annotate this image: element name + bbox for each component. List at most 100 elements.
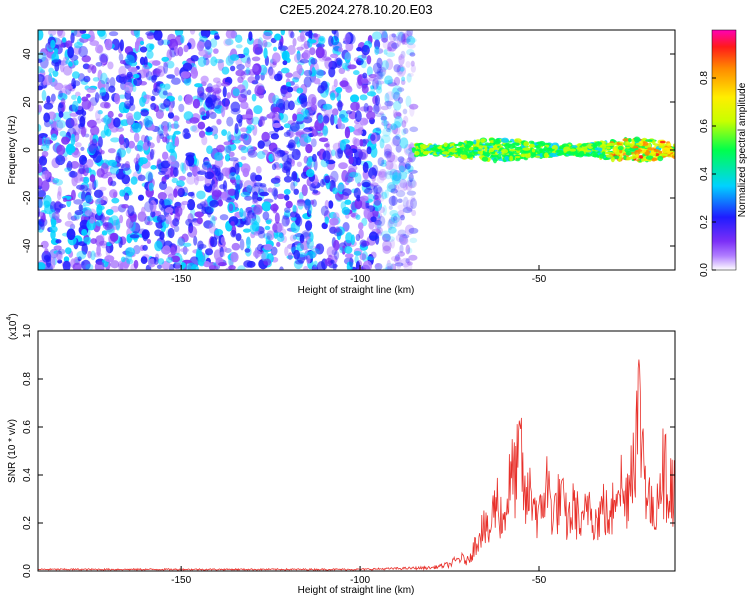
x-tick-label: -100 xyxy=(350,575,370,586)
heatmap-cell xyxy=(62,111,72,120)
heatmap-cell xyxy=(213,48,219,54)
heatmap-signal-cell xyxy=(612,149,617,153)
heatmap-cell xyxy=(370,216,377,223)
heatmap-cell xyxy=(86,93,91,98)
heatmap-cell xyxy=(179,247,190,253)
heatmap-cell xyxy=(224,154,231,162)
heatmap-cell xyxy=(135,153,141,164)
heatmap-cell xyxy=(52,70,59,77)
heatmap-cell xyxy=(162,198,173,206)
heatmap-cell xyxy=(56,144,66,156)
heatmap-cell xyxy=(123,81,134,94)
heatmap-cell xyxy=(391,87,400,100)
heatmap-cell xyxy=(324,143,330,148)
heatmap-cell xyxy=(330,259,335,264)
heatmap-signal-cell xyxy=(633,136,641,143)
heatmap-cell xyxy=(173,45,179,53)
heatmap-cell xyxy=(225,30,236,39)
heatmap-cell xyxy=(57,93,68,101)
heatmap-cell xyxy=(252,250,262,258)
heatmap-cell xyxy=(71,94,77,100)
heatmap-cell xyxy=(339,139,347,151)
y-tick-label: 0 xyxy=(22,147,33,153)
spectrogram-y-ticks: 40 20 0 -20 -40 xyxy=(22,48,675,253)
heatmap-cell xyxy=(189,117,200,124)
heatmap-cell xyxy=(108,31,119,37)
heatmap-cell xyxy=(386,46,392,52)
heatmap-cell xyxy=(305,143,313,154)
heatmap-cell xyxy=(56,120,66,129)
heatmap-cell xyxy=(393,125,401,136)
heatmap-cell xyxy=(378,194,385,203)
heatmap-cell xyxy=(71,71,80,79)
heatmap-cell xyxy=(83,236,91,244)
heatmap-cell xyxy=(41,170,51,180)
heatmap-cell xyxy=(391,140,400,147)
heatmap-cell xyxy=(376,86,383,94)
heatmap-cell xyxy=(344,253,354,259)
heatmap-cell xyxy=(115,218,121,231)
heatmap-cell xyxy=(377,231,383,236)
heatmap-cell xyxy=(69,54,79,61)
heatmap-signal-cell xyxy=(496,151,503,154)
heatmap-cell xyxy=(344,126,351,139)
heatmap-cell xyxy=(97,30,106,37)
heatmap-cell xyxy=(255,165,262,174)
heatmap-cell xyxy=(93,189,104,199)
heatmap-cell xyxy=(393,35,399,42)
heatmap-cell xyxy=(146,221,153,226)
heatmap-cell xyxy=(350,201,358,211)
heatmap-cell xyxy=(56,30,64,37)
heatmap-cell xyxy=(225,98,230,110)
heatmap-cell xyxy=(312,33,318,38)
heatmap-signal-cell xyxy=(414,150,420,156)
heatmap-signal-cell xyxy=(616,141,620,145)
heatmap-cell xyxy=(92,77,100,82)
heatmap-cell xyxy=(206,205,212,218)
heatmap-cell xyxy=(68,170,78,178)
heatmap-cell xyxy=(330,114,335,126)
heatmap-cell xyxy=(152,68,163,74)
heatmap-cell xyxy=(355,233,361,242)
heatmap-cell xyxy=(206,92,213,105)
heatmap-cell xyxy=(221,167,231,177)
heatmap-cell xyxy=(70,189,76,201)
heatmap-signal-cell xyxy=(530,155,534,159)
heatmap-cell xyxy=(205,127,214,133)
heatmap-cell xyxy=(201,115,208,120)
heatmap-cell xyxy=(272,122,282,128)
heatmap-cell xyxy=(80,126,87,138)
heatmap-cell xyxy=(146,50,154,59)
heatmap-cell xyxy=(230,108,241,115)
heatmap-cell xyxy=(137,194,145,201)
heatmap-cell xyxy=(386,151,396,163)
heatmap-cell xyxy=(196,41,205,52)
heatmap-cell xyxy=(226,131,232,142)
heatmap-cell xyxy=(291,148,301,161)
heatmap-cell xyxy=(151,60,161,66)
spectrogram-x-ticks: -150 -100 -50 xyxy=(171,265,547,285)
heatmap-cell xyxy=(388,216,396,225)
heatmap-cell xyxy=(173,185,184,197)
heatmap-signal-cell xyxy=(443,142,448,148)
heatmap-cell xyxy=(219,246,224,258)
heatmap-cell xyxy=(344,246,353,254)
heatmap-cell xyxy=(357,222,364,230)
heatmap-cell xyxy=(382,205,387,216)
heatmap-cell xyxy=(241,210,247,222)
heatmap-cell xyxy=(155,163,164,170)
snr-y-multiplier: (x104) xyxy=(6,313,19,340)
heatmap-cell xyxy=(246,89,252,96)
heatmap-cell xyxy=(333,30,339,42)
heatmap-cell xyxy=(400,50,406,59)
heatmap-cell xyxy=(402,181,408,191)
heatmap-signal-cell xyxy=(489,140,495,144)
heatmap-cell xyxy=(185,218,193,226)
heatmap-cell xyxy=(167,155,176,165)
heatmap-cell xyxy=(94,261,105,270)
heatmap-cell xyxy=(399,236,405,242)
heatmap-cell xyxy=(402,127,409,135)
heatmap-cell xyxy=(289,211,298,218)
heatmap-cell xyxy=(187,198,196,211)
heatmap-cell xyxy=(303,40,310,50)
